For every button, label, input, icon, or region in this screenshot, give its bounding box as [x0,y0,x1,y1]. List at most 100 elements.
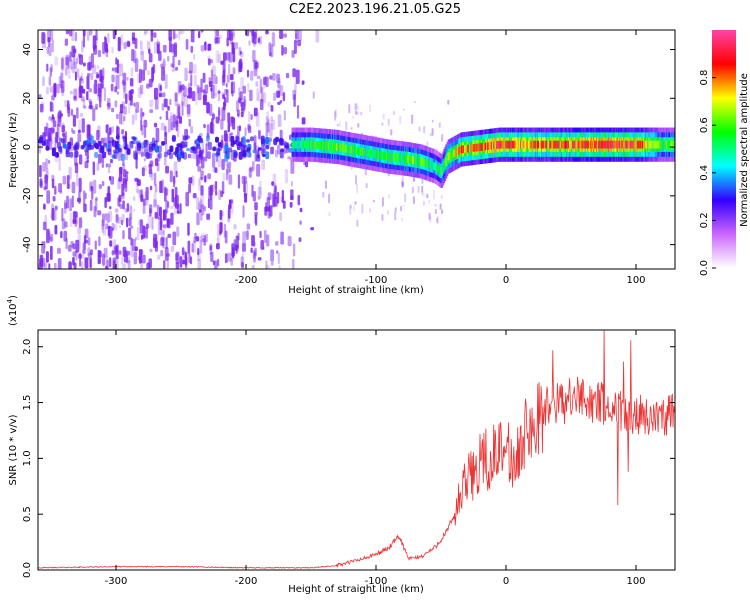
spectrogram-cell [89,181,93,192]
spectrogram-cell [263,92,266,104]
spectrogram-cell [203,235,207,246]
spectrogram-cell [257,92,261,102]
spectrogram-cell [340,143,343,152]
spectrogram-cell [134,58,139,72]
spectrogram-cell [232,140,237,144]
spectrogram-cell [392,110,395,116]
spectrogram-cell [509,140,512,149]
spectrogram-cell [39,180,43,189]
spectrogram-cell [636,140,639,149]
spectrogram-cell [441,167,444,175]
spectrogram-cell [409,155,411,164]
spectrogram-cell [562,140,565,149]
spectrogram-cell [267,119,270,133]
spectrogram-cell [591,140,593,149]
spectrogram-cell [207,198,210,209]
spectrogram-cell [235,42,238,50]
spectrogram-cell [278,265,281,269]
spectrogram-cell [142,112,145,117]
spectrogram-cell [223,133,228,141]
spectrogram-cell [187,240,191,254]
spectrogram-cell [187,153,191,159]
spectrogram-cell [408,155,410,164]
spectrogram-cell [66,175,70,189]
spectrogram-cell [403,204,406,207]
spectrogram-cell [236,100,239,112]
spectrogram-cell [439,203,442,210]
spectrogram-cell [391,153,394,161]
spectrogram-cell [488,142,490,150]
spectrogram-cell [228,30,233,41]
spectrogram-cell [293,140,296,149]
spectrogram-cell [99,94,102,108]
spectrogram-cell [86,143,91,151]
spectrogram-cell [219,209,222,220]
spectrogram-cell [585,140,588,149]
spectrogram-cell [320,141,323,150]
spectrogram-cell [578,140,581,149]
spectrogram-cell [505,140,508,149]
spectrogram-cell [97,210,102,216]
spectrogram-cell [216,243,220,250]
spectrogram-cell [388,152,390,161]
spectrogram-cell [183,250,186,259]
spectrogram-cell [403,154,406,163]
spectrogram-cell [197,248,200,256]
spectrogram-cell [413,101,416,104]
spectrogram-cell [109,136,114,144]
spectrogram-cell [167,105,170,111]
spectrogram-cell [159,116,162,120]
spectrogram-x-axis-label: Height of straight line (km) [288,285,424,296]
spectrogram-cell [47,230,51,240]
spectrogram-cell [48,37,51,48]
spectrogram-cell [212,152,216,168]
spectrogram-cell [107,132,110,144]
spectrogram-cell [102,253,105,266]
spectrogram-cell [175,251,180,264]
spectrogram-cell [186,95,191,99]
spectrogram-cell [659,140,662,149]
spectrogram-cell [521,140,524,149]
spectrogram-cell [49,236,53,241]
y-tick-label: 1.0 [22,450,33,466]
spectrogram-cell [227,161,232,169]
spectrogram-cell [560,140,563,149]
spectrogram-cell [343,144,346,153]
spectrogram-cell [94,151,99,158]
spectrogram-cell [570,140,572,149]
spectrogram-cell [42,257,46,268]
spectrogram-cell [141,249,144,256]
spectrogram-y-ticks: -40 -20 0 20 40 [22,43,675,253]
spectrogram-cell [243,176,247,184]
spectrogram-cell [112,30,116,40]
spectrogram-cell [165,237,168,250]
spectrogram-cell [393,153,396,162]
spectrogram-cell [86,30,90,41]
spectrogram-cell [92,64,97,74]
spectrogram-cell [158,92,162,98]
spectrogram-cell [109,240,113,247]
spectrogram-cell [569,140,571,149]
page-title: C2E2.2023.196.21.05.G25 [288,2,462,17]
spectrogram-cell [168,41,172,53]
spectrogram-cell [153,41,157,54]
spectrogram-cell [154,158,159,166]
spectrogram-cell [47,37,51,43]
spectrogram-cell [65,56,70,66]
spectrogram-cell [226,89,229,103]
spectrogram-cell [176,210,180,214]
spectrogram-cell [606,140,609,149]
spectrogram-cell [48,116,52,121]
spectrogram-cell [97,49,101,58]
spectrogram-cell [130,237,133,246]
spectrogram-cell [643,140,645,149]
spectrogram-cell [464,145,466,153]
spectrogram-cell [118,177,121,182]
spectrogram-cell [184,94,188,107]
spectrogram-cell [368,149,371,157]
spectrogram-cell [663,140,666,149]
spectrogram-cell [196,212,200,226]
spectrogram-cell [172,30,176,40]
spectrogram-cell [486,142,488,151]
spectrogram-cell [60,56,65,72]
